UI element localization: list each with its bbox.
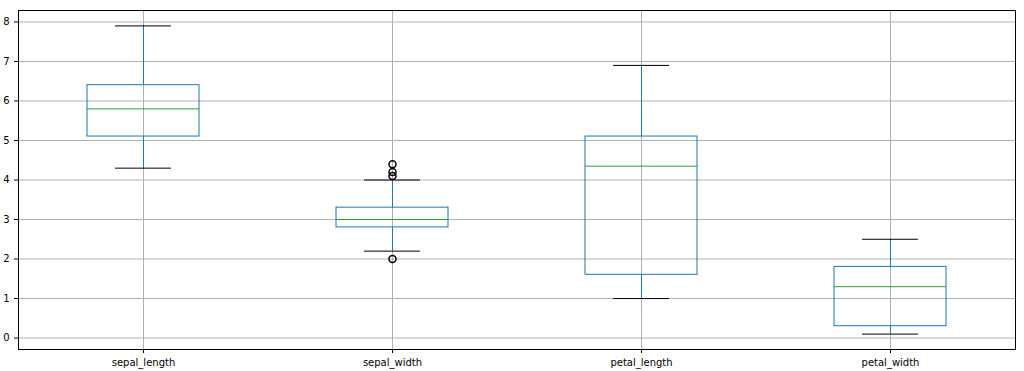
svg-text:sepal_width: sepal_width [363, 357, 422, 369]
svg-text:4: 4 [3, 174, 9, 185]
svg-text:5: 5 [3, 135, 9, 146]
svg-text:7: 7 [3, 56, 9, 67]
svg-text:sepal_length: sepal_length [112, 357, 176, 369]
svg-text:2: 2 [3, 253, 9, 264]
svg-text:6: 6 [3, 95, 9, 106]
svg-text:petal_length: petal_length [610, 357, 672, 369]
svg-text:petal_width: petal_width [862, 357, 920, 369]
svg-text:1: 1 [3, 293, 9, 304]
svg-text:0: 0 [3, 332, 9, 343]
svg-text:8: 8 [3, 16, 9, 27]
svg-text:3: 3 [3, 214, 9, 225]
